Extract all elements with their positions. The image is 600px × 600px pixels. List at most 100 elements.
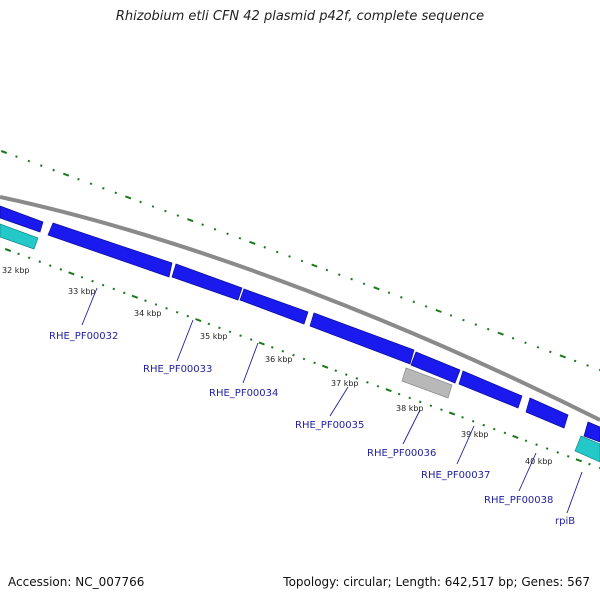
outer-ring-tick: [226, 232, 229, 236]
outer-ring-tick: [586, 364, 589, 367]
inner-ring-tick: [588, 462, 591, 466]
outer-ring-tick: [325, 268, 329, 272]
outer-ring-tick: [559, 354, 566, 359]
gene-rhe-pf00035[interactable]: [309, 312, 415, 365]
inner-ring-tick: [292, 353, 295, 357]
gene-label-rhe-pf00037[interactable]: RHE_PF00037: [421, 470, 490, 481]
outer-ring-tick: [497, 331, 504, 336]
sequence-stats-text: Topology: circular; Length: 642,517 bp; …: [283, 575, 590, 589]
inner-ring-tick: [440, 408, 443, 411]
gene-rhe-pf00038[interactable]: [525, 397, 569, 429]
leader-rhe-pf00038: [518, 452, 537, 492]
inner-ring-tick: [38, 260, 42, 263]
gene-rhe-pf00036[interactable]: [410, 351, 461, 384]
outer-ring-tick: [424, 305, 428, 308]
inner-ring-tick: [535, 443, 538, 446]
outer-ring-tick: [536, 345, 540, 349]
inner-ring-tick: [218, 326, 221, 330]
inner-ring-tick: [313, 361, 316, 365]
gene-forward-edge-bottom[interactable]: [583, 421, 600, 443]
inner-ring-tick: [566, 455, 570, 458]
outer-ring-tick: [598, 368, 600, 372]
kbp-label-34: 34 kbp: [134, 309, 162, 318]
inner-ring-tick: [249, 338, 253, 341]
inner-tick-ring: [4, 248, 600, 470]
inner-ring-tick: [385, 388, 392, 393]
leader-rhe-pf00035: [329, 386, 349, 417]
kbp-label-39: 39 kbp: [461, 430, 489, 439]
inner-ring-tick: [270, 346, 274, 349]
inner-ring-tick: [503, 431, 507, 435]
gene-label-rhe-pf00036[interactable]: RHE_PF00036: [367, 448, 436, 459]
inner-ring-tick: [144, 299, 147, 302]
gene-label-rhe-pf00034[interactable]: RHE_PF00034: [209, 388, 278, 399]
outer-ring-tick: [213, 227, 217, 231]
gene-rhe-pf00033[interactable]: [171, 263, 243, 301]
gene-rpib[interactable]: [574, 435, 600, 463]
outer-ring-tick: [77, 177, 80, 181]
inner-ring-tick: [258, 341, 265, 346]
kbp-label-33: 33 kbp: [68, 287, 96, 296]
outer-ring-tick: [164, 209, 167, 213]
gene-label-rhe-pf00033[interactable]: RHE_PF00033: [143, 364, 212, 375]
gene-rhe-pf00032[interactable]: [47, 222, 173, 278]
outer-ring-tick: [89, 182, 93, 186]
outer-ring-tick: [524, 341, 527, 345]
inner-ring-tick: [302, 357, 306, 361]
outer-ring-tick: [511, 336, 515, 340]
gene-leader-lines: [81, 287, 583, 514]
kbp-label-32: 32 kbp: [2, 266, 30, 275]
gene-label-rpib[interactable]: rpiB: [555, 516, 575, 527]
inner-ring-tick: [461, 416, 464, 419]
gene-rhe-pf00034[interactable]: [239, 288, 309, 325]
inner-ring-tick: [408, 396, 412, 400]
outer-ring-tick: [449, 314, 453, 317]
outer-ring-tick: [102, 187, 105, 190]
inner-ring-tick: [334, 369, 338, 372]
gene-label-rhe-pf00035[interactable]: RHE_PF00035: [295, 420, 364, 431]
outer-ring-tick: [52, 168, 55, 172]
outer-ring-tick: [474, 323, 478, 326]
gene-reverse-edge-top[interactable]: [0, 223, 39, 250]
kbp-label-37: 37 kbp: [331, 379, 359, 388]
inner-ring-tick: [101, 283, 105, 287]
outer-ring-tick: [39, 164, 43, 167]
leader-rhe-pf00033: [176, 319, 194, 362]
inner-ring-tick: [355, 377, 359, 380]
inner-ring-tick: [575, 458, 583, 463]
gene-rhe-pf00037[interactable]: [458, 370, 523, 409]
inner-ring-tick: [492, 427, 496, 431]
gene-label-rhe-pf00032[interactable]: RHE_PF00032: [49, 331, 118, 342]
kbp-label-38: 38 kbp: [396, 404, 424, 413]
outer-ring-tick: [350, 277, 353, 281]
outer-ring-tick: [187, 218, 194, 223]
inner-ring-tick: [376, 384, 380, 388]
inner-ring-tick: [228, 330, 232, 334]
gene-rhe-pf00036-pseudo[interactable]: [401, 367, 453, 399]
kbp-label-35: 35 kbp: [200, 332, 228, 341]
kbp-label-40: 40 kbp: [525, 457, 553, 466]
outer-ring-tick: [201, 223, 204, 226]
gene-label-rhe-pf00038[interactable]: RHE_PF00038: [484, 495, 553, 506]
leader-rpib: [566, 471, 583, 514]
inner-ring-tick: [27, 256, 31, 260]
leader-rhe-pf00034: [242, 342, 259, 384]
inner-ring-tick: [281, 349, 285, 353]
outer-ring-tick: [288, 255, 291, 258]
outer-ring-tick: [435, 308, 442, 313]
outer-ring-tick: [263, 246, 267, 249]
inner-ring-tick: [207, 322, 211, 326]
gene-forward-edge-top[interactable]: [0, 205, 44, 233]
leader-rhe-pf00032: [81, 287, 98, 326]
outer-tick-ring: [0, 150, 600, 372]
inner-ring-tick: [448, 411, 456, 416]
outer-ring-tick: [139, 200, 142, 204]
outer-ring-tick: [362, 282, 366, 286]
inner-ring-tick: [524, 439, 528, 443]
inner-ring-tick: [112, 287, 116, 291]
outer-ring-tick: [412, 300, 416, 304]
map-title: Rhizobium etli CFN 42 plasmid p42f, comp…: [115, 9, 485, 24]
leader-rhe-pf00036: [402, 409, 421, 445]
